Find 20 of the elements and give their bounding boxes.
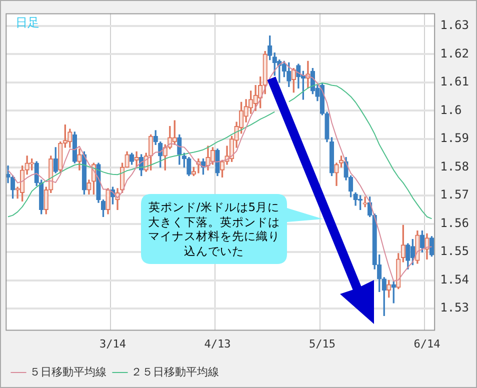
candlestick	[362, 196, 368, 208]
annotation: 日足	[16, 15, 40, 30]
legend-label: ５日移動平均線	[30, 365, 106, 378]
y-tick-label: 1.57	[440, 188, 470, 202]
x-tick-label: 4/13	[204, 337, 231, 350]
annotation: 英ポンド/米ドルは5月に大きく下落。英ポンドはマイナス材料を先に織り込んでいた	[147, 200, 281, 258]
y-tick-label: 1.56	[440, 216, 470, 230]
y-tick-label: 1.54	[440, 272, 470, 286]
legend-label: ２５日移動平均線	[131, 365, 219, 378]
y-tick-label: 1.58	[440, 159, 470, 174]
x-tick-label: 3/14	[100, 337, 126, 350]
x-tick-label: 6/14	[414, 337, 441, 350]
y-tick-label: 1.6	[440, 102, 462, 117]
y-tick-label: 1.62	[440, 46, 470, 60]
y-tick-label: 1.55	[440, 244, 470, 258]
y-tick-label: 1.53	[440, 300, 470, 315]
y-tick-label: 1.59	[440, 131, 470, 146]
y-tick-label: 1.63	[440, 18, 470, 32]
y-tick-label: 1.61	[440, 74, 470, 89]
x-tick-label: 5/15	[308, 337, 336, 350]
